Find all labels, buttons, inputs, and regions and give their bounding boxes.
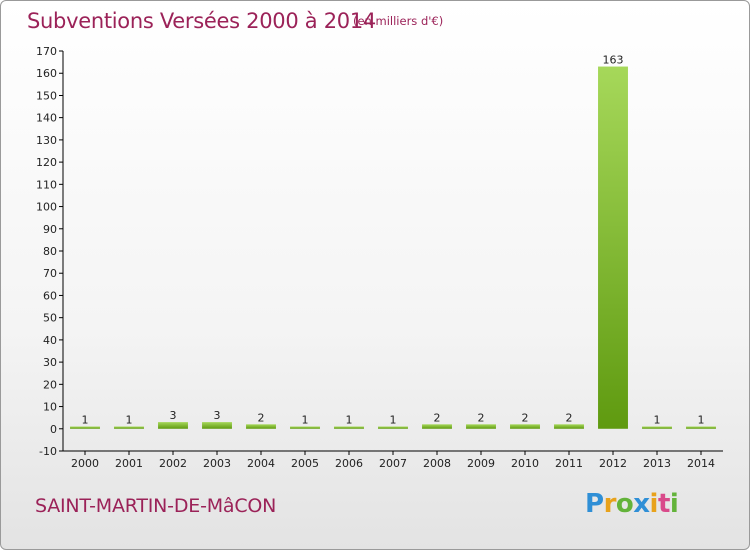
y-tick-label: 70 xyxy=(43,267,57,280)
bar xyxy=(510,424,540,429)
data-label: 2 xyxy=(434,411,441,424)
y-tick-label: 130 xyxy=(36,134,57,147)
data-label: 1 xyxy=(82,414,89,427)
logo-letter: t xyxy=(657,489,670,519)
data-label: 1 xyxy=(302,414,309,427)
y-tick-label: 80 xyxy=(43,245,57,258)
y-tick-label: 60 xyxy=(43,289,57,302)
x-tick-label: 2014 xyxy=(687,457,715,470)
chart-title: Subventions Versées 2000 à 2014 xyxy=(27,9,376,33)
y-tick-label: 100 xyxy=(36,201,57,214)
proxiti-logo[interactable]: Proxiti xyxy=(585,489,679,519)
logo-letter: r xyxy=(603,489,617,519)
bar xyxy=(246,424,276,429)
y-tick-label: 20 xyxy=(43,378,57,391)
x-tick-label: 2007 xyxy=(379,457,407,470)
bar xyxy=(378,426,408,429)
bar xyxy=(422,424,452,429)
bar xyxy=(114,426,144,429)
x-tick-label: 2000 xyxy=(71,457,99,470)
logo-letter: P xyxy=(585,489,604,519)
bar xyxy=(70,426,100,429)
logo-letter: i xyxy=(669,489,679,519)
x-tick-label: 2011 xyxy=(555,457,583,470)
y-tick-label: 0 xyxy=(50,423,57,436)
bar xyxy=(554,424,584,429)
data-label: 1 xyxy=(390,414,397,427)
data-label: 1 xyxy=(654,414,661,427)
x-tick-label: 2008 xyxy=(423,457,451,470)
bar xyxy=(642,426,672,429)
y-tick-label: 120 xyxy=(36,156,57,169)
y-tick-label: 160 xyxy=(36,67,57,80)
bar xyxy=(598,66,628,429)
y-tick-label: 110 xyxy=(36,178,57,191)
bar xyxy=(466,424,496,429)
y-tick-label: 50 xyxy=(43,312,57,325)
logo-letter: x xyxy=(633,489,650,519)
y-tick-label: 150 xyxy=(36,89,57,102)
data-label: 2 xyxy=(258,411,265,424)
y-tick-label: 30 xyxy=(43,356,57,369)
x-tick-label: 2012 xyxy=(599,457,627,470)
x-tick-label: 2009 xyxy=(467,457,495,470)
commune-name: SAINT-MARTIN-DE-MâCON xyxy=(35,495,277,517)
data-label: 2 xyxy=(478,411,485,424)
data-label: 163 xyxy=(603,54,624,67)
bar xyxy=(202,422,232,429)
data-label: 1 xyxy=(126,414,133,427)
bar xyxy=(686,426,716,429)
logo-letter: o xyxy=(615,489,634,519)
logo-letter: i xyxy=(649,489,659,519)
bar xyxy=(158,422,188,429)
x-tick-label: 2002 xyxy=(159,457,187,470)
x-tick-label: 2003 xyxy=(203,457,231,470)
x-tick-label: 2005 xyxy=(291,457,319,470)
data-label: 1 xyxy=(698,414,705,427)
x-tick-label: 2006 xyxy=(335,457,363,470)
y-tick-label: -10 xyxy=(39,445,57,458)
data-label: 1 xyxy=(346,414,353,427)
bar xyxy=(290,426,320,429)
bar xyxy=(334,426,364,429)
data-label: 2 xyxy=(522,411,529,424)
y-tick-label: 90 xyxy=(43,223,57,236)
x-tick-label: 2013 xyxy=(643,457,671,470)
data-label: 3 xyxy=(170,409,177,422)
y-tick-label: 170 xyxy=(36,45,57,58)
x-tick-label: 2001 xyxy=(115,457,143,470)
data-label: 2 xyxy=(566,411,573,424)
x-tick-label: 2004 xyxy=(247,457,275,470)
y-tick-label: 10 xyxy=(43,401,57,414)
x-tick-label: 2010 xyxy=(511,457,539,470)
y-tick-label: 40 xyxy=(43,334,57,347)
y-tick-label: 140 xyxy=(36,112,57,125)
unit-note: (en milliers d'€) xyxy=(353,14,444,28)
data-label: 3 xyxy=(214,409,221,422)
